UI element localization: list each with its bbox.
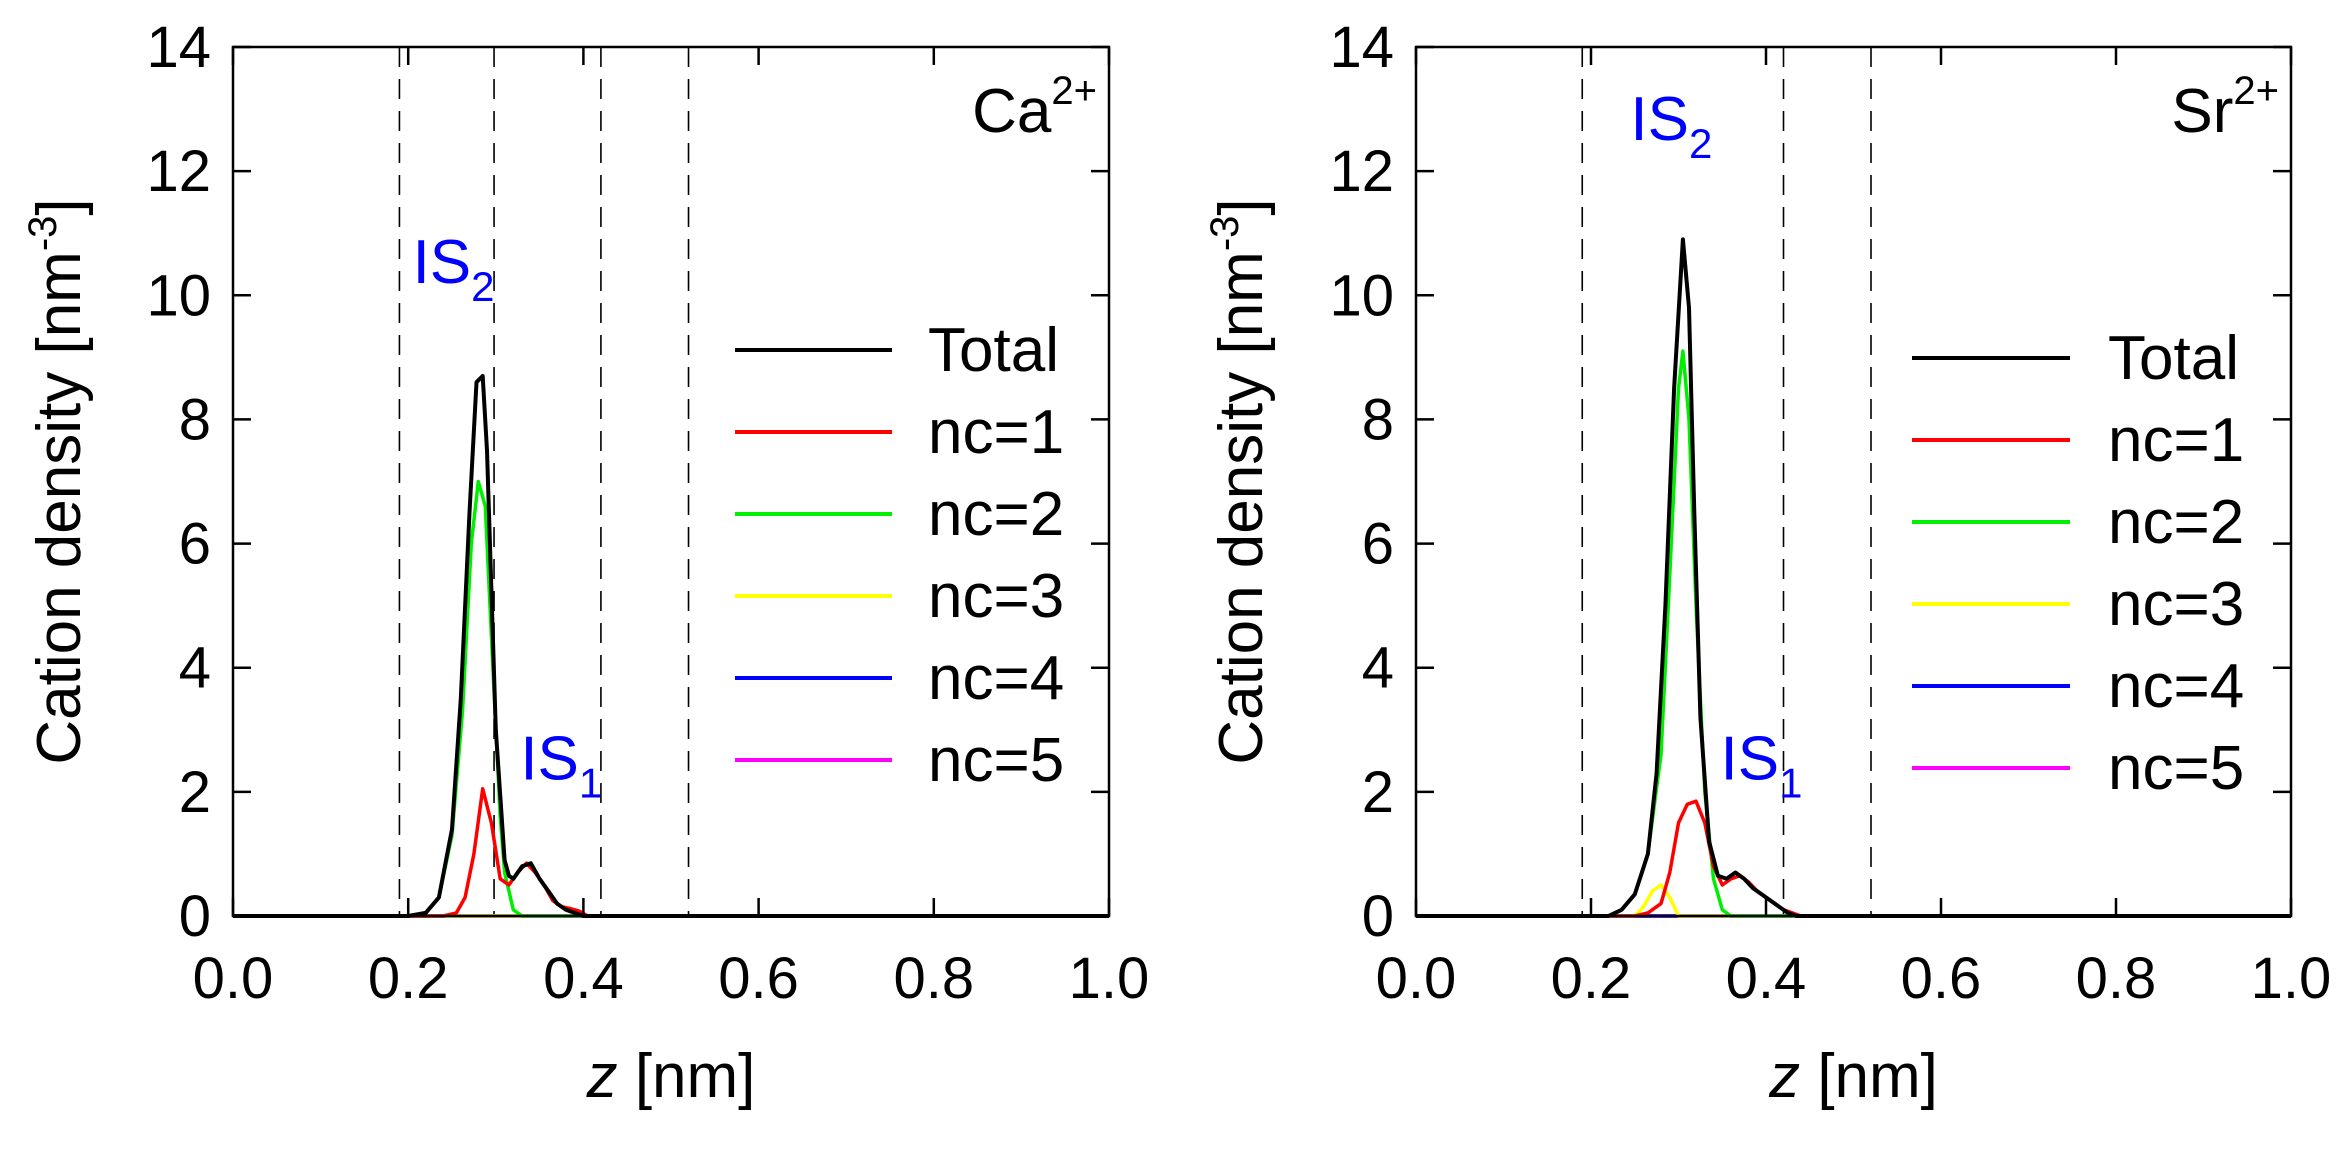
y-tick-label: 6: [1362, 512, 1394, 577]
legend-label: nc=4: [2108, 652, 2244, 721]
series-line-total: [1416, 237, 2291, 918]
x-tick-label: 1.0: [2251, 946, 2332, 1011]
annotation-is1: IS1: [520, 724, 602, 806]
y-tick-label: 4: [179, 636, 211, 701]
legend-label: nc=3: [928, 562, 1064, 631]
series-line-nc1: [1416, 799, 2291, 918]
y-tick-label: 4: [1362, 636, 1394, 701]
x-tick-label: 0.4: [543, 946, 624, 1011]
legend-label: Total: [928, 316, 1059, 385]
x-tick-label: 0.2: [1551, 946, 1632, 1011]
y-tick-label: 12: [146, 139, 211, 204]
ion-charge: 2+: [2233, 69, 2279, 113]
legend-label: nc=4: [928, 644, 1064, 713]
annotation-base: IS: [1721, 724, 1780, 793]
y-tick-label: 8: [179, 387, 211, 452]
y-axis-label-close: ]: [1207, 198, 1276, 215]
x-tick-label: 0.6: [1901, 946, 1982, 1011]
annotation-subscript: 2: [471, 263, 494, 310]
x-tick-label: 1.0: [1069, 946, 1150, 1011]
y-axis-label-close: ]: [25, 198, 94, 215]
annotation-is2: IS2: [1630, 85, 1712, 167]
x-axis-label-unit: [nm]: [618, 1042, 756, 1111]
series-line-nc1: [233, 787, 1109, 918]
series-line-nc3: [1416, 883, 2291, 918]
annotation-base: IS: [1630, 85, 1689, 154]
ion-symbol: Ca: [972, 77, 1052, 146]
y-tick-label: 14: [146, 15, 211, 80]
x-tick-label: 0.0: [1376, 946, 1457, 1011]
plot-frame: [1414, 45, 2293, 918]
legend-label: nc=5: [928, 726, 1064, 795]
y-axis-label-exponent: -3: [1203, 216, 1247, 252]
legend-label: nc=5: [2108, 734, 2244, 803]
legend-label: nc=2: [2108, 488, 2244, 557]
y-axis-label: Cation density [nm-3]: [21, 198, 94, 764]
x-tick-label: 0.0: [193, 946, 274, 1011]
plot-frame: [231, 45, 1111, 918]
ion-charge: 2+: [1051, 69, 1097, 113]
annotation-is1: IS1: [1721, 724, 1803, 806]
x-tick-label: 0.8: [893, 946, 974, 1011]
x-tick-label: 0.6: [718, 946, 799, 1011]
ion-symbol: Sr: [2171, 77, 2233, 146]
series-line-total: [233, 374, 1109, 918]
y-axis-label-exponent: -3: [21, 216, 65, 252]
x-tick-label: 0.2: [368, 946, 449, 1011]
y-tick-label: 2: [179, 760, 211, 825]
legend-label: Total: [2108, 324, 2239, 393]
legend-label: nc=3: [2108, 570, 2244, 639]
annotation-base: IS: [413, 228, 472, 297]
legend-label: nc=1: [928, 398, 1064, 467]
y-tick-label: 10: [1329, 263, 1394, 328]
y-axis-label-text: Cation density [nm: [1207, 251, 1276, 764]
x-tick-label: 0.4: [1726, 946, 1807, 1011]
y-tick-label: 2: [1362, 760, 1394, 825]
annotation-is2: IS2: [413, 228, 495, 310]
x-axis-label-unit: [nm]: [1800, 1042, 1938, 1111]
ion-label: Ca2+: [972, 69, 1097, 146]
legend-label: nc=1: [2108, 406, 2244, 475]
y-tick-label: 6: [179, 512, 211, 577]
y-tick-label: 14: [1329, 15, 1394, 80]
annotation-base: IS: [520, 724, 579, 793]
x-axis-label: z [nm]: [1768, 1042, 1938, 1111]
annotation-subscript: 1: [1779, 759, 1802, 806]
annotation-subscript: 2: [1689, 120, 1712, 167]
y-axis-label: Cation density [nm-3]: [1203, 198, 1276, 764]
y-tick-label: 0: [1362, 884, 1394, 949]
legend-label: nc=2: [928, 480, 1064, 549]
y-tick-label: 8: [1362, 387, 1394, 452]
x-axis-label-var: z: [586, 1042, 618, 1111]
x-axis-label-var: z: [1768, 1042, 1800, 1111]
y-tick-label: 0: [179, 884, 211, 949]
x-axis-label: z [nm]: [586, 1042, 756, 1111]
y-tick-label: 10: [146, 263, 211, 328]
ion-label: Sr2+: [2171, 69, 2279, 146]
y-tick-label: 12: [1329, 139, 1394, 204]
annotation-subscript: 1: [579, 759, 602, 806]
y-axis-label-text: Cation density [nm: [25, 251, 94, 764]
x-tick-label: 0.8: [2076, 946, 2157, 1011]
